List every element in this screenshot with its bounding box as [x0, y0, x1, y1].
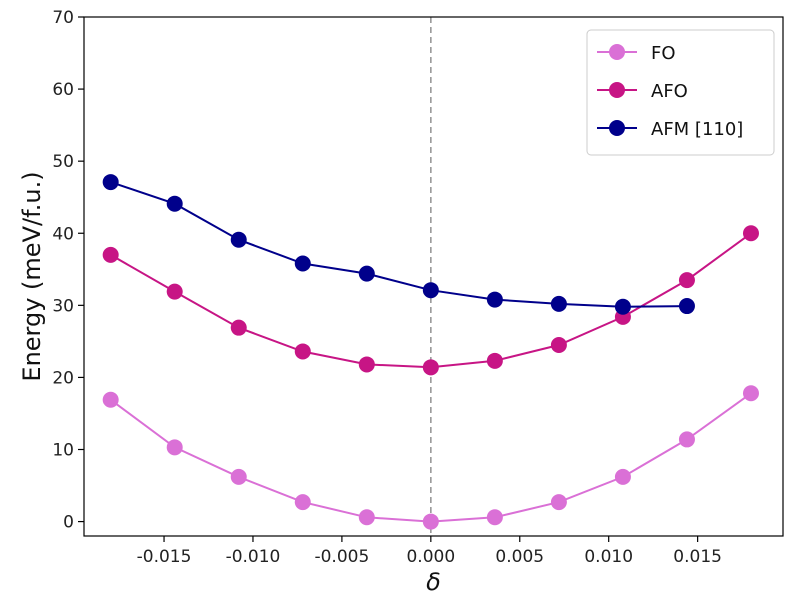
- data-point: [422, 513, 439, 530]
- x-tick-label: -0.015: [137, 547, 192, 567]
- x-tick-label: 0.010: [584, 547, 633, 567]
- x-tick-label: 0.000: [406, 547, 455, 567]
- data-point: [166, 283, 183, 300]
- legend-label: AFM [110]: [651, 119, 743, 140]
- legend-marker: [609, 120, 625, 136]
- y-tick-label: 10: [52, 441, 74, 461]
- series-1: [102, 225, 759, 376]
- legend: FO AFO AFM [110]: [586, 29, 775, 156]
- data-point: [230, 468, 247, 485]
- data-point: [358, 509, 375, 526]
- data-point: [166, 195, 183, 212]
- legend-entry: AFO: [597, 81, 688, 102]
- data-point: [678, 431, 695, 448]
- legend-marker: [609, 82, 625, 98]
- data-point: [294, 343, 311, 360]
- data-point: [486, 291, 503, 308]
- y-tick-label: 70: [52, 8, 74, 28]
- legend-label: FO: [651, 43, 676, 64]
- data-point: [614, 468, 631, 485]
- data-point: [102, 246, 119, 263]
- data-point: [550, 494, 567, 511]
- series-line: [110, 181, 688, 308]
- x-tick-label: -0.010: [226, 547, 281, 567]
- x-tick-label: -0.005: [314, 547, 369, 567]
- data-point: [486, 352, 503, 369]
- x-tick-label: 0.005: [495, 547, 544, 567]
- series-layer: [102, 174, 759, 530]
- legend-entry: FO: [597, 43, 676, 64]
- legend-box: [586, 29, 775, 156]
- data-point: [358, 265, 375, 282]
- data-point: [294, 255, 311, 272]
- y-tick-label: 30: [52, 296, 74, 316]
- series-0: [102, 385, 759, 530]
- y-tick-label: 50: [52, 152, 74, 172]
- data-point: [166, 439, 183, 456]
- data-point: [230, 231, 247, 248]
- data-point: [294, 494, 311, 511]
- y-tick-label: 60: [52, 80, 74, 100]
- legend-entry: AFM [110]: [597, 119, 743, 140]
- data-point: [422, 282, 439, 299]
- plot-frame: [83, 16, 784, 537]
- series-2: [102, 174, 695, 315]
- axes-layer: -0.015 -0.010 -0.005 0.000 0.005 0.010 0.015 0 1…: [18, 8, 784, 596]
- data-point: [102, 174, 119, 191]
- legend-label: AFO: [651, 81, 688, 102]
- x-tick-label: 0.015: [673, 547, 722, 567]
- data-point: [742, 225, 759, 242]
- data-point: [230, 319, 247, 336]
- data-point: [614, 298, 631, 315]
- y-tick-label: 40: [52, 224, 74, 244]
- data-point: [678, 272, 695, 289]
- legend-marker: [609, 44, 625, 60]
- y-axis-title: Energy (meV/f.u.): [18, 171, 46, 381]
- x-axis-title: δ: [426, 568, 441, 596]
- y-tick-label: 0: [63, 513, 74, 533]
- data-point: [422, 359, 439, 376]
- y-tick-label: 20: [52, 368, 74, 388]
- data-point: [742, 385, 759, 402]
- data-point: [550, 295, 567, 312]
- data-point: [550, 336, 567, 353]
- data-point: [358, 356, 375, 373]
- data-point: [678, 298, 695, 315]
- data-point: [486, 509, 503, 526]
- data-point: [102, 391, 119, 408]
